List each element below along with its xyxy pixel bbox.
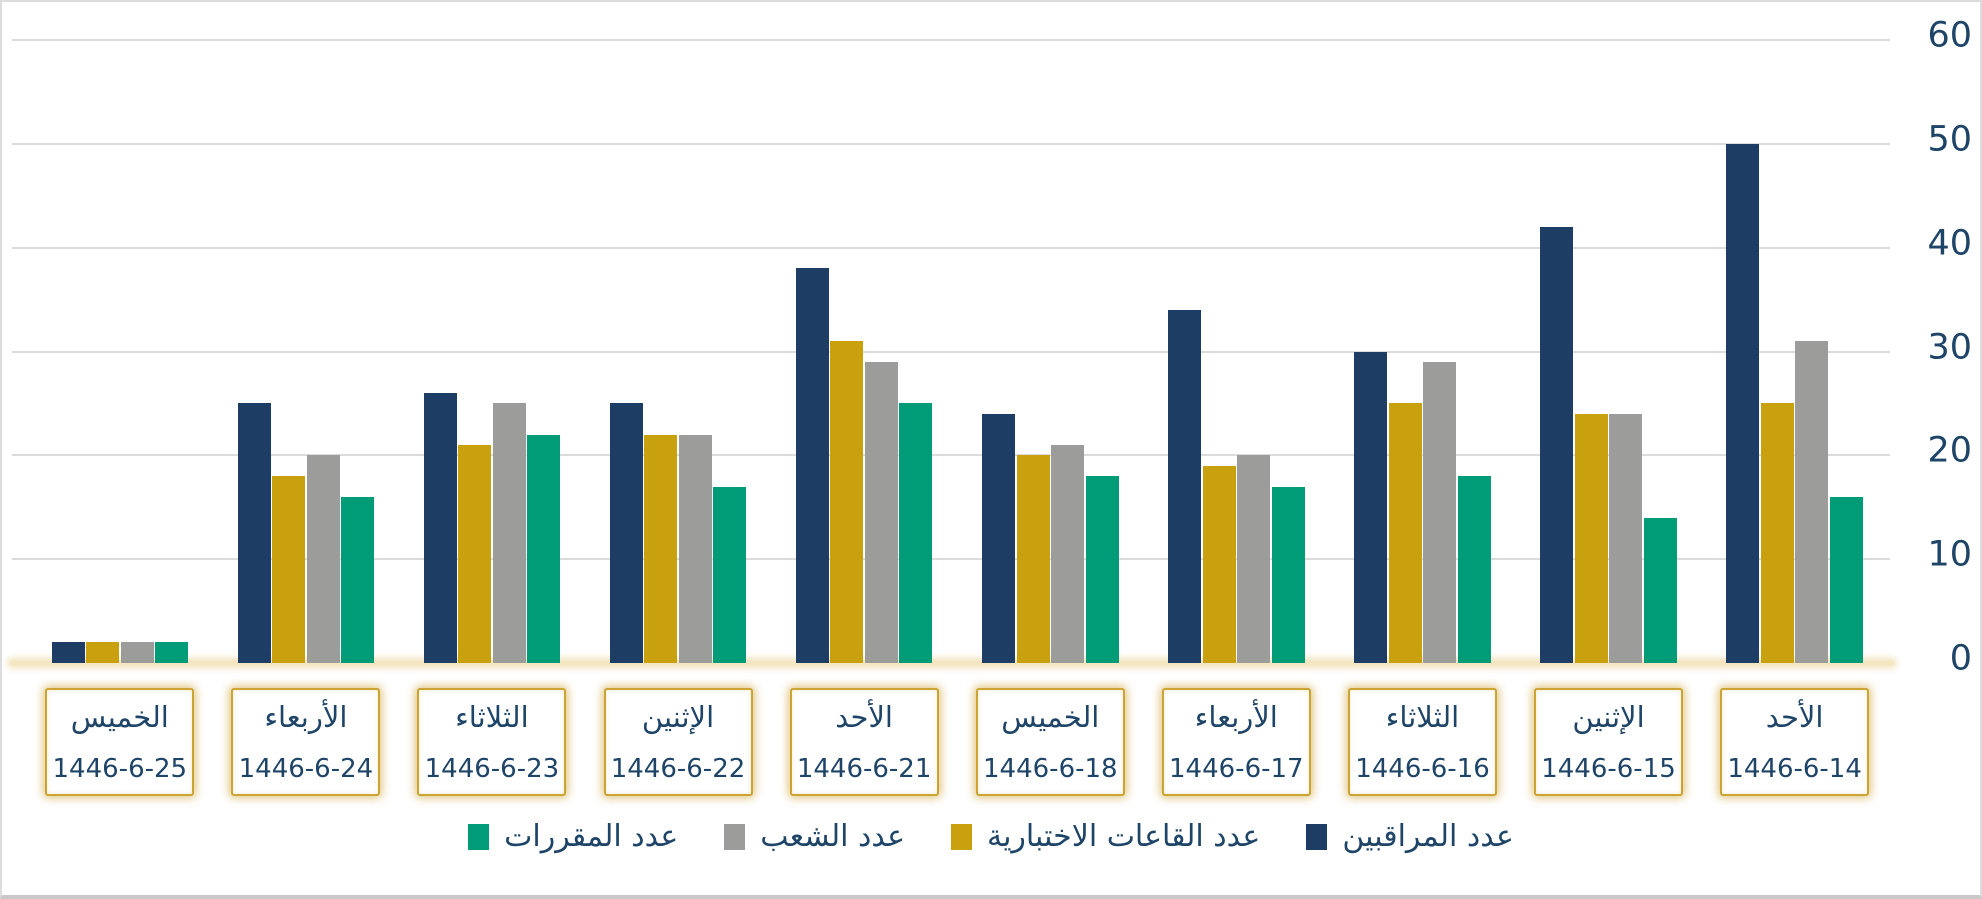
bar-group5-series4[interactable] [899, 403, 933, 663]
legend-label: عدد الشعب [760, 819, 905, 854]
bar-group1-series4[interactable] [155, 642, 188, 663]
legend-swatch-icon [1306, 824, 1328, 850]
x-category-date: 1446-6-25 [52, 754, 188, 785]
bar-group7-series1[interactable] [1168, 310, 1202, 663]
bar-group10-series2[interactable] [1760, 403, 1794, 663]
bar-group5-series2[interactable] [830, 341, 864, 663]
bar-group4-series1[interactable] [609, 403, 643, 663]
legend-item-1[interactable]: عدد المراقبين [1306, 822, 1514, 852]
gridline-30 [12, 350, 1890, 353]
y-tick-label-40: 40 [1927, 223, 1972, 264]
bar-group6-series4[interactable] [1085, 476, 1119, 663]
bar-group4-series2[interactable] [644, 434, 678, 663]
bar-group9-series4[interactable] [1643, 517, 1677, 663]
bar-group10-series1[interactable] [1726, 143, 1760, 663]
bar-group3-series3[interactable] [492, 403, 526, 663]
x-category-date: 1446-6-22 [610, 754, 746, 785]
x-category-day: الثلاثاء [455, 700, 529, 734]
x-category-date: 1446-6-16 [1355, 754, 1490, 785]
x-category-day: الأربعاء [264, 700, 348, 734]
bar-group7-series2[interactable] [1202, 465, 1236, 663]
bar-group5-series1[interactable] [795, 268, 829, 663]
bar-group4-series4[interactable] [713, 486, 747, 663]
legend-item-2[interactable]: عدد القاعات الاختبارية [951, 822, 1260, 852]
y-tick-label-60: 60 [1927, 15, 1972, 56]
x-category-box-3: الثلاثاء 1446-6-23 [417, 688, 567, 796]
x-category-date: 1446-6-18 [983, 754, 1118, 785]
bar-group2-series4[interactable] [341, 496, 375, 663]
x-category-date: 1446-6-14 [1727, 754, 1862, 785]
legend-label: عدد القاعات الاختبارية [987, 819, 1261, 854]
legend-swatch-icon [951, 824, 972, 850]
x-category-box-7: الأربعاء 1446-6-17 [1161, 688, 1311, 796]
x-category-box-5: الأحد 1446-6-21 [789, 688, 939, 796]
x-axis-baseline [10, 661, 1894, 665]
bar-group9-series3[interactable] [1609, 413, 1643, 663]
x-category-date: 1446-6-23 [424, 754, 560, 785]
bar-group2-series1[interactable] [237, 403, 271, 663]
x-category-day: الأحد [1765, 700, 1824, 734]
bar-group10-series4[interactable] [1829, 496, 1863, 663]
gridline-20 [12, 454, 1890, 457]
y-tick-label-0: 0 [1949, 638, 1972, 679]
legend-item-4[interactable]: عدد المقررات [468, 822, 678, 852]
bar-group5-series3[interactable] [864, 361, 898, 663]
bar-group4-series3[interactable] [678, 434, 712, 663]
bar-group9-series2[interactable] [1574, 413, 1608, 663]
y-tick-label-10: 10 [1927, 534, 1972, 575]
x-category-box-10: الأحد 1446-6-14 [1720, 688, 1870, 796]
x-category-box-6: الخميس 1446-6-18 [975, 688, 1125, 796]
legend-item-3[interactable]: عدد الشعب [724, 822, 905, 852]
x-category-day: الإثنين [1572, 700, 1645, 734]
x-category-box-8: الثلاثاء 1446-6-16 [1348, 688, 1497, 796]
gridline-50 [12, 142, 1890, 145]
x-category-day: الإثنين [641, 700, 715, 734]
bar-group1-series2[interactable] [86, 642, 119, 663]
legend: عدد المقررات عدد الشعب عدد القاعات الاختبا… [2, 822, 1980, 852]
bar-group8-series4[interactable] [1457, 476, 1491, 663]
x-category-day: الخميس [70, 700, 169, 734]
bar-group6-series1[interactable] [982, 413, 1015, 663]
gridline-10 [12, 558, 1890, 561]
bar-group8-series1[interactable] [1354, 351, 1388, 663]
bar-group1-series3[interactable] [120, 642, 154, 663]
bar-group7-series4[interactable] [1271, 486, 1305, 663]
x-category-box-9: الإثنين 1446-6-15 [1534, 688, 1683, 796]
y-tick-label-30: 30 [1927, 327, 1972, 367]
legend-swatch-icon [468, 824, 490, 850]
x-category-day: الأربعاء [1194, 700, 1278, 734]
bar-group3-series2[interactable] [458, 445, 492, 663]
gridline-60 [12, 39, 1890, 41]
bar-group3-series4[interactable] [527, 434, 561, 663]
bar-group6-series2[interactable] [1016, 455, 1050, 663]
bar-group8-series2[interactable] [1388, 403, 1422, 663]
legend-swatch-icon [724, 824, 746, 850]
legend-label: عدد المقررات [504, 819, 679, 854]
bar-group2-series2[interactable] [272, 476, 306, 663]
x-category-date: 1446-6-24 [238, 754, 374, 785]
legend-label: عدد المراقبين [1342, 819, 1514, 854]
x-category-day: الخميس [1001, 700, 1100, 734]
bar-group1-series1[interactable] [51, 642, 85, 663]
y-tick-label-50: 50 [1927, 119, 1972, 160]
y-tick-label-20: 20 [1927, 430, 1972, 471]
bar-group3-series1[interactable] [423, 393, 457, 663]
x-category-box-2: الأربعاء 1446-6-24 [231, 688, 381, 796]
bar-group7-series3[interactable] [1237, 455, 1271, 663]
x-category-day: الأحد [835, 700, 893, 734]
bar-group2-series3[interactable] [306, 455, 340, 663]
bar-group8-series3[interactable] [1423, 361, 1457, 663]
x-category-box-1: الخميس 1446-6-25 [45, 688, 195, 796]
bar-group9-series1[interactable] [1540, 226, 1574, 663]
x-category-date: 1446-6-15 [1541, 754, 1676, 785]
x-category-date: 1446-6-21 [796, 754, 932, 785]
x-category-box-4: الإثنين 1446-6-22 [603, 688, 753, 796]
gridline-40 [12, 246, 1890, 249]
x-category-day: الثلاثاء [1385, 700, 1460, 734]
x-category-date: 1446-6-17 [1169, 754, 1304, 785]
bar-group10-series3[interactable] [1795, 341, 1829, 663]
bar-group6-series3[interactable] [1051, 445, 1084, 663]
